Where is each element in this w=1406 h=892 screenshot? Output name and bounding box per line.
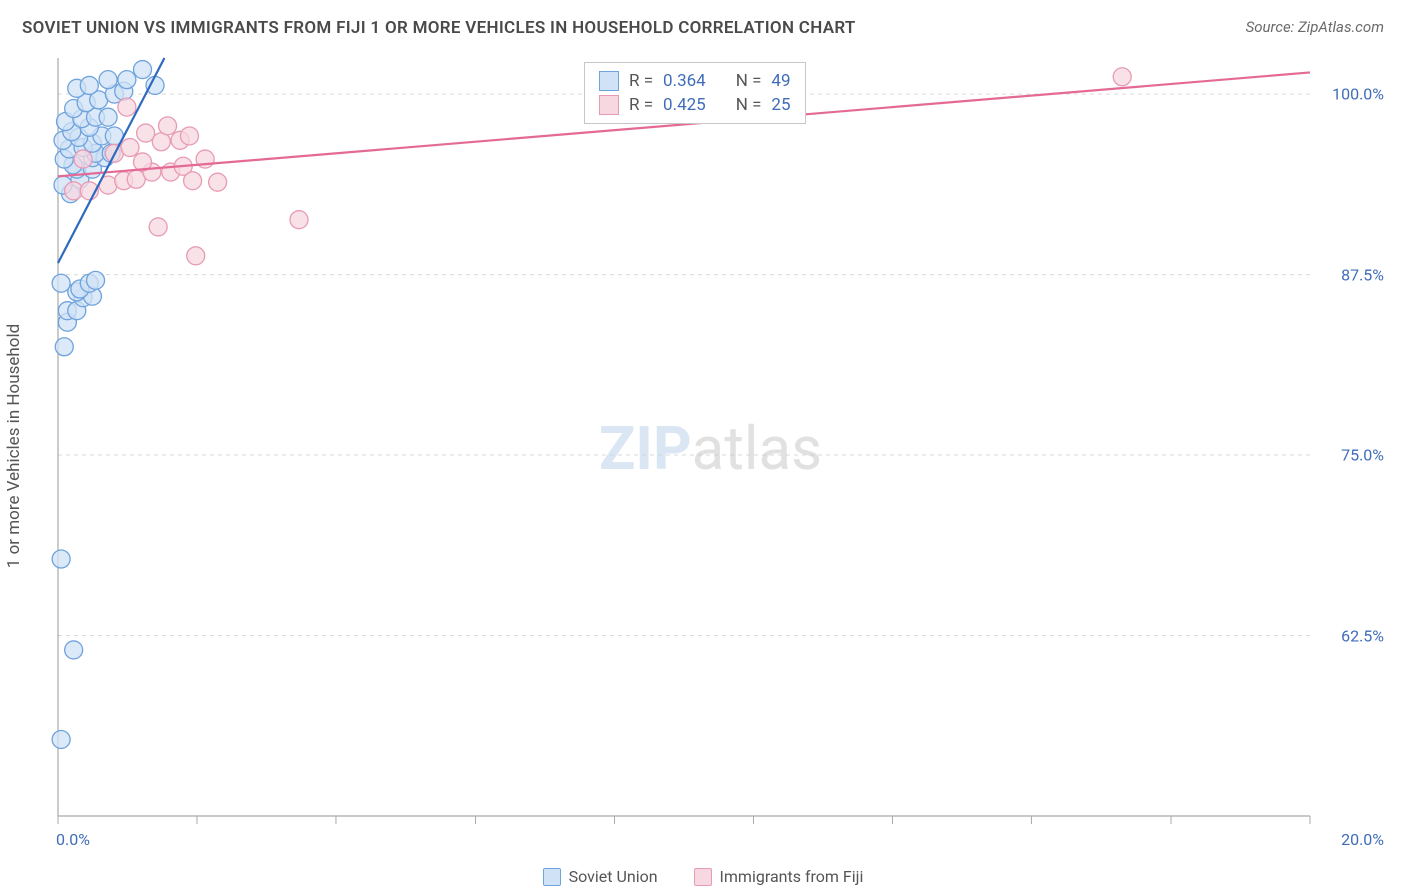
r-label: R = xyxy=(629,95,653,115)
n-label: N = xyxy=(736,95,762,115)
r-value-series2: 0.425 xyxy=(663,95,706,115)
source-label: Source: ZipAtlas.com xyxy=(1246,18,1384,38)
r-value-series1: 0.364 xyxy=(663,71,706,91)
n-label: N = xyxy=(736,71,762,91)
y-axis-label: 1 or more Vehicles in Household xyxy=(4,324,24,568)
legend-item-series2: Immigrants from Fiji xyxy=(694,867,864,886)
stats-row-series1: R = 0.364 N = 49 xyxy=(599,69,791,93)
scatter-plot: ZIPatlas xyxy=(50,54,1388,852)
legend-item-series1: Soviet Union xyxy=(543,867,658,886)
y-tick-label: 75.0% xyxy=(1341,446,1384,465)
swatch-icon xyxy=(599,71,619,91)
n-value-series1: 49 xyxy=(771,71,790,91)
swatch-icon xyxy=(543,868,561,886)
svg-text:ZIPatlas: ZIPatlas xyxy=(599,413,822,484)
bottom-legend: Soviet Union Immigrants from Fiji xyxy=(0,867,1406,886)
stats-row-series2: R = 0.425 N = 25 xyxy=(599,93,791,117)
n-value-series2: 25 xyxy=(771,95,790,115)
y-tick-label: 87.5% xyxy=(1341,265,1384,284)
y-tick-label: 100.0% xyxy=(1332,85,1384,104)
chart-area: ZIPatlas R = 0.364 N = 49 R = 0.425 N = … xyxy=(50,54,1388,852)
swatch-icon xyxy=(694,868,712,886)
correlation-stats-box: R = 0.364 N = 49 R = 0.425 N = 25 xyxy=(584,62,806,124)
legend-label-series2: Immigrants from Fiji xyxy=(720,867,864,886)
x-tick-label-min: 0.0% xyxy=(56,830,90,849)
x-tick-label-max: 20.0% xyxy=(1341,830,1384,849)
swatch-icon xyxy=(599,95,619,115)
chart-title: SOVIET UNION VS IMMIGRANTS FROM FIJI 1 O… xyxy=(22,18,856,38)
legend-label-series1: Soviet Union xyxy=(569,867,658,886)
y-tick-label: 62.5% xyxy=(1341,626,1384,645)
r-label: R = xyxy=(629,71,653,91)
